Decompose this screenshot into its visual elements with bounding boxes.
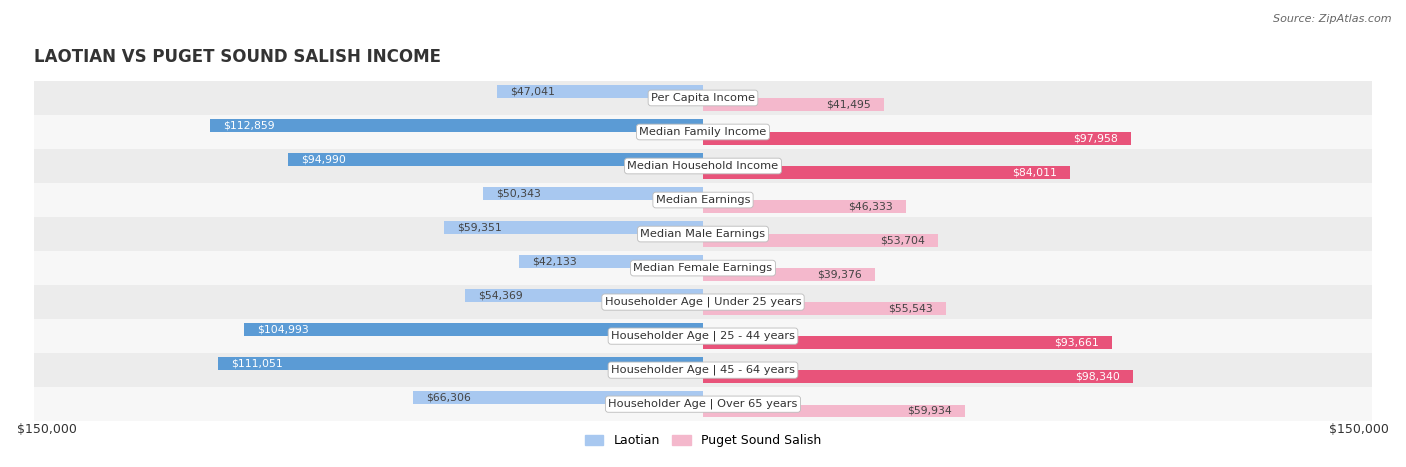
Text: $59,934: $59,934 (907, 406, 952, 416)
Bar (0, 217, 1406, 251)
Text: $47,041: $47,041 (510, 86, 555, 96)
Text: Median Male Earnings: Median Male Earnings (641, 229, 765, 239)
Bar (245, 323, 703, 336)
Bar (703, 370, 1133, 383)
Text: Householder Age | 25 - 44 years: Householder Age | 25 - 44 years (612, 331, 794, 341)
Text: $59,351: $59,351 (457, 222, 502, 232)
Text: $46,333: $46,333 (848, 202, 893, 212)
Bar (0, 353, 1406, 387)
Bar (218, 357, 703, 370)
Text: $84,011: $84,011 (1012, 168, 1057, 178)
Text: $112,859: $112,859 (222, 120, 274, 130)
Text: Per Capita Income: Per Capita Income (651, 93, 755, 103)
Bar (0, 387, 1406, 421)
Bar (703, 336, 1112, 349)
Text: Householder Age | Over 65 years: Householder Age | Over 65 years (609, 399, 797, 410)
Text: Median Female Earnings: Median Female Earnings (634, 263, 772, 273)
Bar (519, 255, 703, 268)
Text: $53,704: $53,704 (880, 236, 925, 246)
Bar (703, 404, 965, 417)
Legend: Laotian, Puget Sound Salish: Laotian, Puget Sound Salish (579, 429, 827, 453)
Text: $93,661: $93,661 (1054, 338, 1099, 348)
Bar (703, 99, 884, 111)
Text: Median Earnings: Median Earnings (655, 195, 751, 205)
Text: $111,051: $111,051 (231, 358, 283, 368)
Text: Median Household Income: Median Household Income (627, 161, 779, 171)
Bar (0, 285, 1406, 319)
Text: Householder Age | 45 - 64 years: Householder Age | 45 - 64 years (612, 365, 794, 375)
Text: $98,340: $98,340 (1074, 372, 1119, 382)
Bar (703, 303, 946, 315)
Bar (703, 200, 905, 213)
Bar (443, 221, 703, 234)
Text: $55,543: $55,543 (889, 304, 932, 314)
Bar (703, 269, 875, 281)
Bar (209, 119, 703, 132)
Bar (703, 166, 1070, 179)
Text: $150,000: $150,000 (17, 423, 77, 436)
Text: $39,376: $39,376 (817, 270, 862, 280)
Text: $50,343: $50,343 (496, 188, 541, 198)
Text: $66,306: $66,306 (426, 392, 471, 403)
Text: $54,369: $54,369 (478, 290, 523, 300)
Bar (703, 132, 1132, 145)
Bar (0, 183, 1406, 217)
Bar (0, 149, 1406, 183)
Text: $41,495: $41,495 (827, 100, 872, 110)
Bar (0, 251, 1406, 285)
Bar (288, 153, 703, 166)
Bar (703, 234, 938, 248)
Text: $104,993: $104,993 (257, 324, 309, 334)
Bar (0, 81, 1406, 115)
Bar (0, 115, 1406, 149)
Bar (498, 85, 703, 98)
Bar (413, 391, 703, 404)
Text: $97,958: $97,958 (1073, 134, 1118, 144)
Text: $42,133: $42,133 (531, 256, 576, 266)
Text: $150,000: $150,000 (1329, 423, 1389, 436)
Text: Median Family Income: Median Family Income (640, 127, 766, 137)
Text: Householder Age | Under 25 years: Householder Age | Under 25 years (605, 297, 801, 307)
Text: $94,990: $94,990 (301, 154, 346, 164)
Bar (482, 187, 703, 200)
Bar (465, 289, 703, 302)
Text: LAOTIAN VS PUGET SOUND SALISH INCOME: LAOTIAN VS PUGET SOUND SALISH INCOME (34, 48, 441, 66)
Bar (0, 319, 1406, 353)
Text: Source: ZipAtlas.com: Source: ZipAtlas.com (1274, 14, 1392, 24)
